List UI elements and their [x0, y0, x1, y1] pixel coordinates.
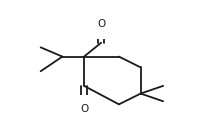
Text: O: O — [97, 19, 105, 29]
Text: O: O — [80, 104, 88, 114]
